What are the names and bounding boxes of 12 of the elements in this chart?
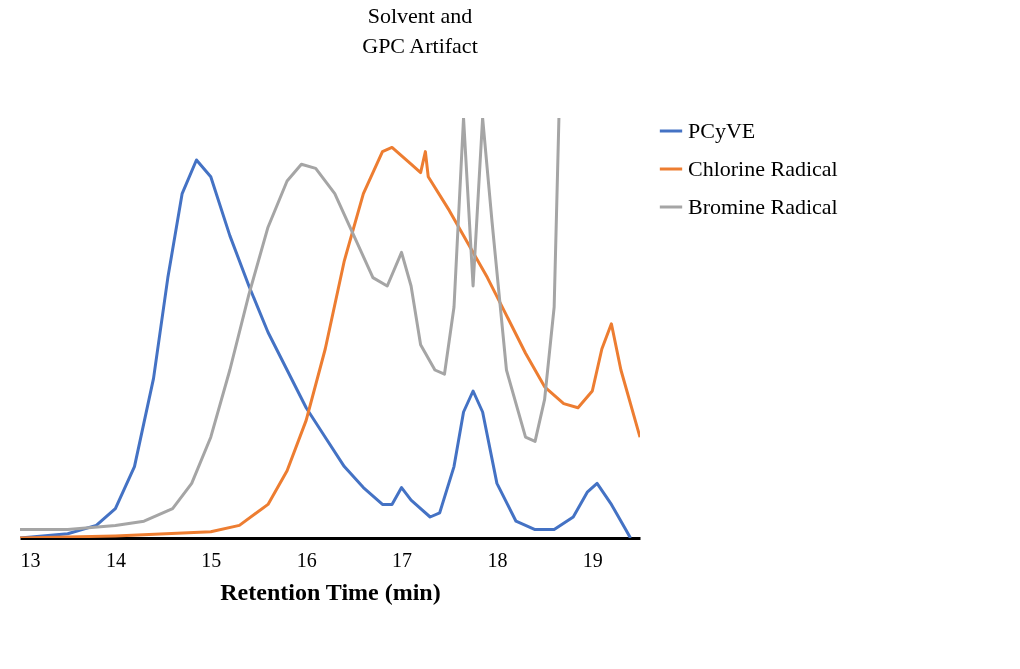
x-tick-label: 16: [296, 548, 317, 571]
x-tick-label: 14: [105, 548, 126, 571]
x-tick-label: 19: [582, 548, 603, 571]
x-tick-label: 17: [392, 548, 413, 571]
legend-label: Bromine Radical: [688, 194, 838, 219]
legend-label: Chlorine Radical: [688, 156, 838, 181]
x-tick-label: 15: [201, 548, 222, 571]
x-tick-label: 18: [487, 548, 508, 571]
x-axis-title: Retention Time (min): [220, 578, 441, 605]
legend-label: PCyVE: [688, 118, 756, 143]
text: Solvent and GPC Artifact: [362, 3, 478, 58]
x-tick-label: 13: [20, 548, 41, 571]
